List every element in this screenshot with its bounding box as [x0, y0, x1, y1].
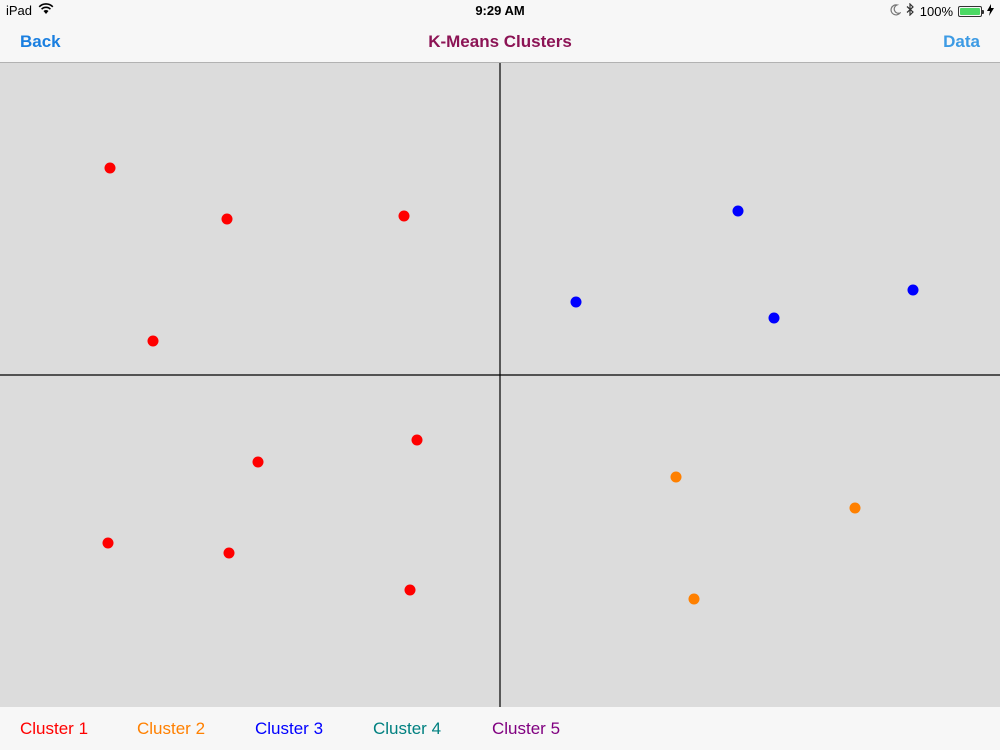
legend-item-cluster-4[interactable]: Cluster 4 [373, 719, 442, 738]
status-left: iPad [6, 3, 54, 18]
battery-fill [960, 7, 980, 15]
battery-percent: 100% [919, 3, 953, 19]
cluster-3-point [768, 312, 780, 324]
back-button[interactable]: Back [20, 32, 61, 51]
legend-item-cluster-3[interactable]: Cluster 3 [255, 719, 324, 738]
cluster-1-point [404, 584, 416, 596]
bluetooth-icon [906, 2, 915, 19]
cluster-plot-svg [0, 63, 1000, 707]
cluster-2-point [670, 471, 682, 483]
wifi-icon [38, 3, 54, 18]
battery-icon [958, 5, 984, 17]
cluster-3-point [732, 205, 744, 217]
cluster-plot [0, 63, 1000, 707]
moon-icon [890, 3, 902, 19]
page-title: K-Means Clusters [428, 32, 572, 51]
status-right: 100% [890, 2, 994, 19]
cluster-3-point [907, 284, 919, 296]
legend-item-cluster-2[interactable]: Cluster 2 [137, 719, 206, 738]
data-button[interactable]: Data [943, 32, 980, 51]
device-name: iPad [6, 3, 33, 18]
nav-bar: Back K-Means Clusters Data [0, 20, 1000, 63]
cluster-1-point [221, 213, 233, 225]
cluster-1-point [411, 434, 423, 446]
cluster-1-point [223, 547, 235, 559]
cluster-1-point [252, 456, 264, 468]
status-time: 9:29 AM [475, 3, 525, 18]
charging-icon [987, 3, 994, 19]
legend-item-cluster-1[interactable]: Cluster 1 [20, 719, 89, 738]
cluster-1-point [147, 335, 159, 347]
cluster-2-point [849, 502, 861, 514]
cluster-1-point [102, 537, 114, 549]
cluster-1-point [104, 162, 116, 174]
cluster-1-point [398, 210, 410, 222]
cluster-3-point [570, 296, 582, 308]
legend-item-cluster-5[interactable]: Cluster 5 [492, 719, 561, 738]
status-bar: iPad 9:29 AM 100% [0, 0, 1000, 20]
cluster-legend: Cluster 1 Cluster 2 Cluster 3 Cluster 4 Clus… [0, 707, 1000, 750]
cluster-2-point [688, 593, 700, 605]
